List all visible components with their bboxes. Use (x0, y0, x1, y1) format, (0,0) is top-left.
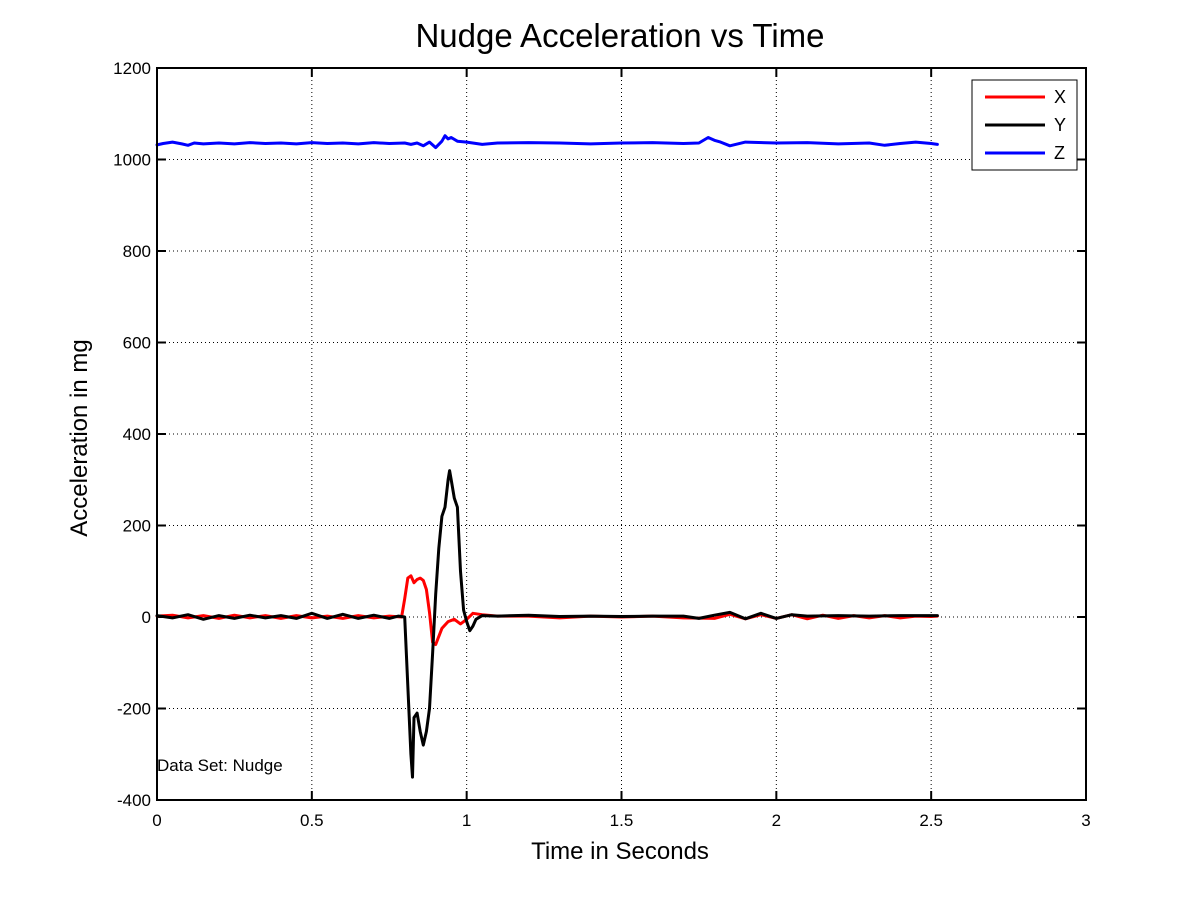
x-axis-title: Time in Seconds (531, 838, 709, 865)
plot-frame (156, 67, 1087, 801)
y-tick-labels: 1200 1000 800 600 400 200 0 -200 -400 (113, 59, 151, 810)
x-tick-label: 0.5 (300, 811, 324, 830)
legend-label-y: Y (1054, 115, 1066, 135)
y-axis-title: Acceleration in mg (66, 339, 93, 536)
x-tick-label: 1.5 (610, 811, 634, 830)
x-tick-label: 3 (1081, 811, 1090, 830)
x-tick-label: 0 (152, 811, 161, 830)
y-tick-label: -200 (117, 700, 151, 719)
chart-title: Nudge Acceleration vs Time (415, 17, 824, 54)
series-line-y (155, 469, 939, 779)
y-tick-label: 200 (123, 517, 151, 536)
dataset-annotation: Data Set: Nudge (157, 756, 283, 775)
x-tick-label: 2.5 (919, 811, 943, 830)
legend-entries: XYZ (985, 87, 1066, 163)
x-tick-label: 1 (462, 811, 471, 830)
series-line-z (155, 134, 939, 150)
y-tick-label: 600 (123, 334, 151, 353)
legend: XYZ (971, 79, 1078, 171)
y-tick-label: -400 (117, 791, 151, 810)
y-tick-label: 0 (142, 608, 151, 627)
y-tick-label: 400 (123, 425, 151, 444)
legend-label-x: X (1054, 87, 1066, 107)
series-layer (155, 134, 939, 779)
y-tick-label: 800 (123, 242, 151, 261)
x-tick-label: 2 (772, 811, 781, 830)
y-tick-label: 1200 (113, 59, 151, 78)
y-tick-label: 1000 (113, 151, 151, 170)
legend-label-z: Z (1054, 143, 1065, 163)
x-tick-labels: 0 0.5 1 1.5 2 2.5 3 (152, 811, 1090, 830)
